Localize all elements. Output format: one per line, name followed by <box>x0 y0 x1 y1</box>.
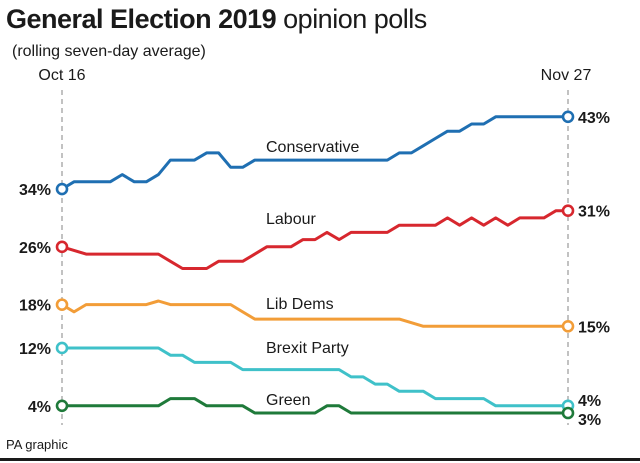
series-name-conservative: Conservative <box>266 139 359 156</box>
series-line-labour <box>60 209 570 270</box>
start-marker-green <box>55 399 69 413</box>
start-marker-conservative <box>55 182 69 196</box>
series-line-brexit-party <box>60 346 570 408</box>
start-value-conservative: 34% <box>19 182 51 199</box>
end-value-conservative: 43% <box>578 110 610 127</box>
bottom-rule <box>0 458 640 461</box>
start-value-lib-dems: 18% <box>19 298 51 315</box>
start-marker-brexit-party <box>55 341 69 355</box>
start-value-green: 4% <box>28 399 51 416</box>
series-line-conservative <box>60 115 570 191</box>
series-line-lib-dems <box>60 299 570 328</box>
end-value-lib-dems: 15% <box>578 319 610 336</box>
start-value-brexit-party: 12% <box>19 341 51 358</box>
series-line-green <box>60 397 570 415</box>
title-light: opinion polls <box>283 4 427 34</box>
start-marker-labour <box>55 240 69 254</box>
chart-title: General Election 2019 opinion polls <box>6 4 427 35</box>
x-start-label: Oct 16 <box>38 67 85 84</box>
start-marker-lib-dems <box>55 298 69 311</box>
chart-subtitle: (rolling seven-day average) <box>12 43 206 60</box>
end-marker-green <box>561 406 575 420</box>
source-credit: PA graphic <box>6 437 68 452</box>
end-value-green: 3% <box>578 412 601 429</box>
x-end-label: Nov 27 <box>541 67 592 84</box>
series-name-labour: Labour <box>266 211 316 228</box>
end-value-labour: 31% <box>578 204 610 221</box>
end-value-brexit-party: 4% <box>578 393 601 410</box>
series-name-brexit-party: Brexit Party <box>266 340 349 357</box>
title-bold: General Election 2019 <box>6 4 277 34</box>
start-value-labour: 26% <box>19 240 51 257</box>
series-name-lib-dems: Lib Dems <box>266 296 334 313</box>
end-marker-labour <box>561 204 575 217</box>
end-marker-conservative <box>561 110 575 124</box>
series-name-green: Green <box>266 392 310 409</box>
end-marker-lib-dems <box>561 319 575 333</box>
